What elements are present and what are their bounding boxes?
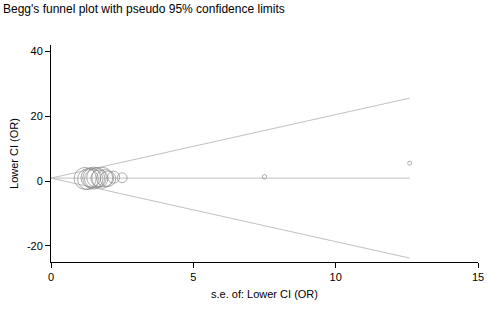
svg-text:20: 20 <box>31 110 43 122</box>
svg-text:15: 15 <box>472 271 484 283</box>
svg-text:-20: -20 <box>27 240 43 252</box>
svg-text:40: 40 <box>31 45 43 57</box>
svg-text:10: 10 <box>330 271 342 283</box>
svg-text:Begg's funnel plot with pseudo: Begg's funnel plot with pseudo 95% confi… <box>3 2 285 16</box>
svg-text:0: 0 <box>48 271 54 283</box>
svg-text:s.e. of: Lower CI (OR): s.e. of: Lower CI (OR) <box>211 288 318 300</box>
svg-text:0: 0 <box>37 175 43 187</box>
svg-text:Lower CI (OR): Lower CI (OR) <box>8 118 20 189</box>
svg-text:5: 5 <box>190 271 196 283</box>
